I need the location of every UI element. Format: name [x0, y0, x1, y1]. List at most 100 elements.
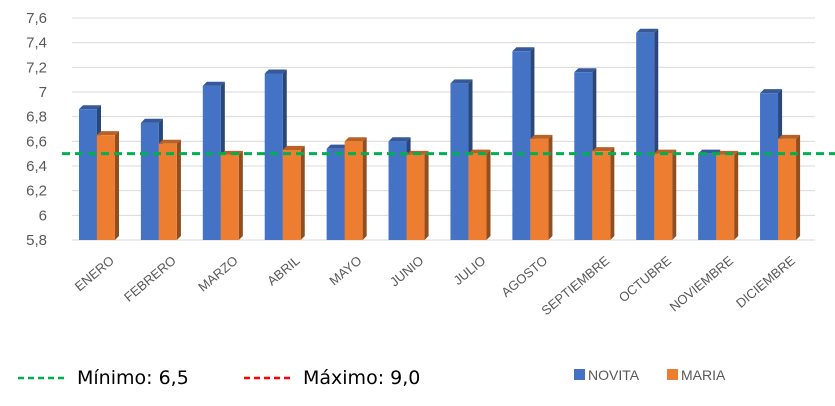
x-category-label: OCTUBRE [616, 253, 675, 306]
bar-side [238, 150, 243, 240]
bar-maria-julio [468, 149, 491, 240]
bar-top [530, 134, 553, 139]
x-category-label: SEPTIEMBRE [538, 253, 612, 319]
bar-top [388, 137, 411, 142]
legend-series-label: NOVITA [588, 367, 640, 383]
bar-top [264, 69, 287, 74]
legend-series-swatch [574, 369, 585, 380]
y-axis-ticks: 5,8 6 6,2 6,4 6,6 6,8 7 7,2 7,4 7,6 [26, 10, 47, 249]
x-category-label: DICIEMBRE [733, 253, 798, 311]
bar-maria-mayo [344, 137, 367, 240]
bar-maria-marzo [220, 150, 243, 240]
bar-front [654, 153, 673, 240]
x-category-label: MAYO [326, 253, 364, 288]
bar-maria-febrero [158, 139, 181, 240]
bar-front [530, 138, 549, 240]
y-tick-label: 6,8 [26, 109, 47, 126]
bar-front [512, 51, 531, 240]
bar-side [734, 150, 739, 240]
bar-top [760, 89, 783, 94]
y-tick-label: 7,6 [26, 10, 47, 27]
bar-top [140, 118, 163, 123]
y-tick-label: 5,8 [26, 232, 47, 249]
y-tick-label: 7,4 [26, 35, 47, 52]
bar-maria-noviembre [716, 150, 739, 240]
bar-top [344, 137, 367, 142]
legend-reference-label: Mínimo: 6,5 [77, 367, 189, 389]
bar-maria-octubre [654, 149, 677, 240]
bar-side [796, 134, 801, 240]
x-category-label: FEBRERO [121, 253, 179, 305]
x-category-label: JUNIO [387, 253, 427, 290]
bar-front [220, 154, 239, 240]
bar-front [778, 138, 797, 240]
y-tick-label: 7,2 [26, 59, 47, 76]
bar-top [512, 47, 535, 52]
bar-front [636, 32, 655, 240]
y-tick-label: 6,2 [26, 183, 47, 200]
bar-maria-junio [406, 150, 429, 240]
legend: Mínimo: 6,5 Máximo: 9,0 NOVITA MARIA [18, 367, 726, 389]
y-tick-label: 6 [39, 207, 47, 224]
y-tick-label: 7 [39, 84, 47, 101]
bar-front [282, 149, 301, 240]
bar-top [326, 144, 349, 149]
bar-front [450, 83, 469, 240]
bar-side [486, 149, 491, 240]
legend-series-label: MARIA [681, 367, 726, 383]
bar-maria-septiembre [592, 147, 615, 240]
bar-front [158, 143, 177, 240]
bar-top [654, 149, 677, 154]
bar-top [592, 147, 615, 152]
bar-maria-abril [282, 145, 305, 240]
x-category-label: ABRIL [264, 253, 302, 289]
bar-front [344, 141, 363, 240]
bar-front [468, 153, 487, 240]
bar-top [158, 139, 181, 144]
bar-top [574, 68, 597, 73]
x-axis-categories: ENERO FEBRERO MARZO ABRIL MAYO JUNIO JULIO AGOS… [72, 253, 798, 319]
bar-maria-agosto [530, 134, 553, 240]
bar-top [636, 28, 659, 33]
bar-front [716, 154, 735, 240]
bars [78, 28, 801, 241]
bar-top [96, 131, 120, 136]
bar-top [778, 134, 801, 139]
x-category-label: MARZO [195, 253, 241, 295]
bar-front [326, 148, 345, 240]
bar-side [548, 134, 553, 240]
x-category-label: ENERO [72, 253, 117, 294]
x-category-label: AGOSTO [498, 253, 550, 300]
bar-side [300, 145, 305, 240]
bar-front [698, 153, 717, 240]
bar-front [406, 154, 425, 240]
bar-front [140, 122, 159, 240]
bar-top [282, 145, 305, 150]
y-tick-label: 6,4 [26, 158, 47, 175]
bar-side [114, 131, 120, 240]
bar-front [574, 72, 593, 241]
bar-front [388, 141, 407, 240]
x-category-label: NOVIEMBRE [667, 253, 737, 315]
legend-reference-label: Máximo: 9,0 [303, 367, 420, 389]
bar-top [450, 79, 473, 84]
bar-top [202, 81, 225, 86]
y-tick-label: 6,6 [26, 133, 47, 150]
legend-series-swatch [667, 369, 678, 380]
bar-front [264, 73, 283, 240]
bar-front [96, 135, 115, 240]
bar-side [424, 150, 429, 240]
bar-front [592, 151, 611, 240]
bar-top [78, 105, 102, 110]
bar-front [202, 85, 221, 240]
bar-maria-enero [96, 131, 120, 240]
bar-maria-diciembre [778, 134, 801, 240]
x-category-label: JULIO [451, 253, 489, 288]
bar-side [672, 149, 677, 240]
bar-side [610, 147, 615, 240]
bar-front [760, 93, 779, 240]
gridlines [72, 17, 815, 241]
bar-front [78, 109, 97, 241]
